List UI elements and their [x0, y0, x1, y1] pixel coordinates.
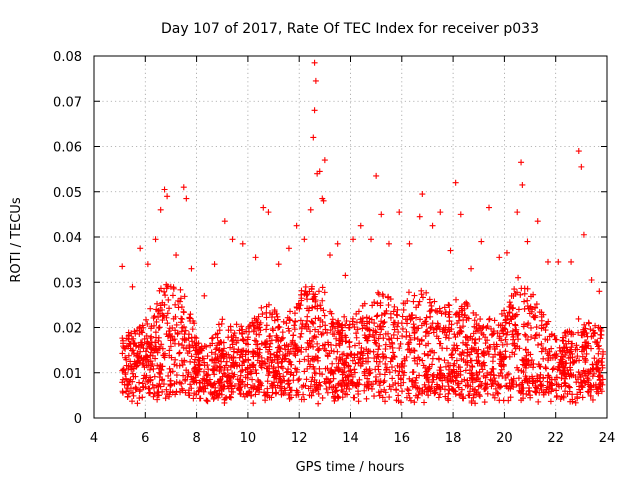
y-tick-label: 0.02	[53, 322, 82, 337]
data-point	[152, 236, 159, 243]
data-point	[406, 240, 413, 247]
data-point	[496, 254, 503, 261]
data-point	[326, 252, 333, 259]
data-point	[316, 168, 323, 175]
data-point	[514, 209, 521, 216]
data-point	[164, 193, 171, 200]
data-point	[419, 191, 426, 198]
data-point	[211, 261, 218, 268]
data-point	[580, 231, 587, 238]
x-tick-label: 24	[599, 431, 616, 446]
data-point	[119, 263, 126, 270]
data-point	[350, 236, 357, 243]
data-point	[545, 258, 552, 265]
y-tick-label: 0.01	[53, 367, 82, 382]
data-point	[157, 206, 164, 213]
x-tick-label: 14	[342, 431, 359, 446]
data-point	[503, 249, 510, 256]
data-point	[447, 247, 454, 254]
data-point	[183, 195, 190, 202]
data-point	[457, 211, 464, 218]
data-point	[301, 236, 308, 243]
y-tick-label: 0.06	[53, 141, 82, 156]
y-tick-labels: 0 0.01 0.02 0.03 0.04 0.05 0.06 0.07 0.08	[53, 50, 82, 427]
data-point	[307, 206, 314, 213]
data-point	[342, 272, 349, 279]
data-point	[596, 288, 603, 295]
data-point	[229, 236, 236, 243]
data-point	[378, 211, 385, 218]
x-tick-label: 16	[394, 431, 411, 446]
y-tick-label: 0.04	[53, 231, 82, 246]
data-point	[252, 254, 259, 261]
y-tick-label: 0.05	[53, 186, 82, 201]
data-point	[373, 172, 380, 179]
data-point	[452, 179, 459, 186]
x-tick-label: 6	[141, 431, 149, 446]
x-tick-label: 22	[547, 431, 564, 446]
y-tick-label: 0.08	[53, 50, 82, 65]
x-axis-label: GPS time / hours	[296, 460, 405, 475]
data-point	[188, 265, 195, 272]
data-point	[239, 240, 246, 247]
data-point	[368, 236, 375, 243]
data-point	[320, 197, 327, 204]
data-point	[468, 265, 475, 272]
data-point	[486, 204, 493, 211]
data-point	[321, 157, 328, 164]
data-point	[524, 238, 531, 245]
x-tick-label: 12	[291, 431, 308, 446]
y-tick-label: 0.03	[53, 276, 82, 291]
y-axis-label: ROTI / TECUs	[9, 197, 24, 282]
data-point	[137, 245, 144, 252]
data-point	[285, 245, 292, 252]
x-tick-label: 10	[240, 431, 257, 446]
data-point	[334, 240, 341, 247]
data-point	[518, 159, 525, 166]
grid-lines	[94, 56, 607, 418]
data-point	[221, 218, 228, 225]
y-tick-label: 0	[74, 412, 82, 427]
data-point	[437, 209, 444, 216]
data-point	[519, 181, 526, 188]
data-point	[275, 261, 282, 268]
data-point	[265, 209, 272, 216]
y-tick-label: 0.07	[53, 95, 82, 110]
axis-ticks	[93, 55, 608, 419]
data-point	[144, 261, 151, 268]
x-tick-label: 18	[445, 431, 462, 446]
data-point	[310, 134, 317, 141]
data-point	[129, 283, 136, 290]
data-point	[555, 258, 562, 265]
data-point	[173, 252, 180, 259]
data-point	[396, 209, 403, 216]
density-cloud	[119, 274, 607, 407]
data-point	[385, 240, 392, 247]
x-tick-label: 20	[496, 431, 513, 446]
data-point	[161, 186, 168, 193]
data-point	[568, 258, 575, 265]
data-points	[119, 59, 607, 407]
data-point	[312, 77, 319, 84]
data-point	[311, 107, 318, 114]
data-point	[588, 276, 595, 283]
data-point	[429, 222, 436, 229]
chart-title: Day 107 of 2017, Rate Of TEC Index for r…	[161, 21, 539, 37]
x-tick-labels: 4 6 8 10 12 14 16 18 20 22 24	[90, 431, 615, 446]
data-point	[575, 148, 582, 155]
data-point	[534, 218, 541, 225]
data-point	[478, 238, 485, 245]
data-point	[416, 213, 423, 220]
data-point	[311, 59, 318, 66]
data-point	[357, 222, 364, 229]
data-point	[260, 204, 267, 211]
data-point	[180, 184, 187, 191]
data-point	[578, 163, 585, 170]
x-tick-label: 8	[192, 431, 200, 446]
data-point	[201, 292, 208, 299]
data-point	[293, 222, 300, 229]
x-tick-label: 4	[90, 431, 98, 446]
